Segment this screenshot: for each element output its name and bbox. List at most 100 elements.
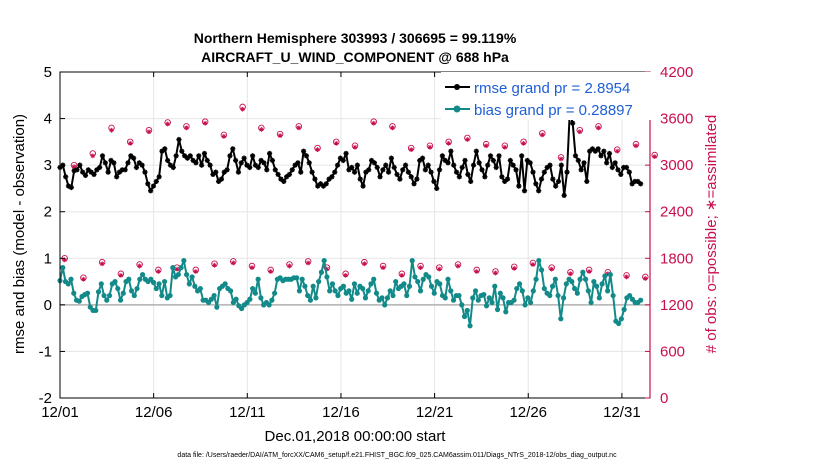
bias-point — [558, 316, 564, 322]
obs-assimilated-point — [127, 141, 133, 146]
bias-point — [514, 285, 520, 292]
obs-assimilated-point — [71, 164, 77, 170]
bias-point — [497, 290, 503, 296]
obs-assimilated-point — [118, 272, 124, 278]
rmse-point — [470, 162, 477, 168]
rmse-point — [397, 176, 403, 182]
bias-point — [431, 290, 437, 296]
bias-point — [486, 295, 492, 301]
rmse-point — [179, 148, 185, 154]
rmse-point — [570, 120, 576, 126]
bias-point — [84, 290, 91, 296]
bias-point — [412, 274, 418, 280]
obs-assimilated-point — [502, 144, 508, 150]
rmse-point — [595, 146, 601, 152]
rmse-point — [490, 157, 496, 164]
bias-point — [519, 288, 525, 294]
rmse-point — [425, 162, 431, 168]
axis-ticks: 12/01 12/06 12/11 12/16 12/21 12/26 12/31 -2 -1 0… — [39, 64, 694, 421]
rmse-point — [400, 167, 406, 173]
bias-point — [302, 283, 308, 289]
obs-assimilated-point — [315, 147, 320, 153]
bias-point — [574, 290, 580, 296]
rmse-point — [241, 155, 247, 161]
bias-point — [294, 275, 300, 281]
bias-point — [390, 292, 396, 299]
bias-point — [616, 320, 622, 327]
rmse-point — [473, 148, 479, 154]
y-tick-label-left: 1 — [44, 250, 52, 267]
rmse-point — [388, 155, 394, 161]
bias-point — [445, 276, 451, 282]
obs-assimilated-point — [539, 132, 545, 138]
x-axis-label: Dec.01,2018 00:00:00 start — [265, 428, 447, 445]
rmse-point — [187, 153, 193, 159]
y-tick-label-left: 3 — [44, 157, 52, 174]
rmse-point — [575, 157, 581, 164]
rmse-point — [111, 160, 117, 166]
bias-point — [450, 297, 457, 303]
legend-rmse-label: rmse grand pr = 2.8954 — [474, 80, 630, 97]
obs-assimilated-point — [81, 276, 86, 282]
rmse-point — [507, 157, 513, 164]
bias-point — [404, 292, 410, 299]
bias-point — [516, 281, 523, 287]
rmse-point — [148, 188, 154, 194]
rmse-point — [629, 181, 635, 187]
y-tick-label-left: 4 — [44, 111, 52, 128]
bias-point — [106, 292, 113, 299]
rmse-point — [193, 160, 199, 166]
rmse-point — [207, 162, 213, 168]
rmse-point — [77, 162, 83, 168]
obs-count-layer — [61, 103, 658, 282]
bias-point — [101, 292, 107, 299]
rmse-point — [317, 181, 324, 187]
rmse-point — [105, 169, 111, 175]
bias-point — [621, 306, 627, 313]
bias-point — [104, 297, 110, 303]
bias-point — [483, 303, 490, 309]
rmse-point — [114, 174, 120, 180]
bias-point — [296, 288, 303, 294]
rmse-point — [269, 157, 276, 164]
rmse-point — [459, 164, 465, 171]
bias-point — [417, 288, 424, 294]
obs-assimilated-point — [464, 137, 470, 142]
rmse-point — [587, 148, 593, 154]
rmse-point — [184, 155, 191, 161]
rmse-point — [71, 168, 77, 174]
y-tick-label-left: -2 — [39, 390, 52, 407]
rmse-point — [589, 146, 596, 152]
bias-point — [313, 295, 319, 301]
rmse-point — [261, 160, 267, 166]
rmse-point — [218, 176, 225, 182]
y-tick-label-left: 2 — [44, 204, 52, 221]
bias-point — [379, 295, 385, 301]
bias-point — [60, 265, 66, 271]
y-axis-label-right: # of obs: o=possible; ∗=assimilated — [703, 115, 720, 354]
obs-assimilated-point — [249, 265, 255, 270]
obs-assimilated-point — [642, 276, 648, 281]
rmse-point — [564, 169, 570, 175]
rmse-point — [544, 164, 550, 171]
bias-point — [159, 292, 165, 299]
rmse-point — [150, 183, 157, 189]
obs-assimilated-point — [483, 143, 489, 149]
bias-point — [481, 292, 487, 298]
y-axis-label-left: rmse and bias (model - observation) — [11, 114, 28, 354]
bias-point — [332, 288, 338, 294]
rmse-point — [312, 176, 318, 182]
bias-point — [577, 276, 583, 282]
bias-point — [594, 283, 600, 289]
bias-point — [365, 288, 371, 294]
rmse-point — [499, 174, 505, 180]
bias-point — [324, 274, 330, 280]
bias-point — [373, 290, 380, 296]
bias-point — [307, 297, 314, 303]
bias-point — [255, 276, 261, 282]
y-tick-label-right: 4200 — [660, 64, 693, 81]
rmse-point — [377, 174, 383, 180]
rmse-point — [298, 169, 304, 175]
bias-point — [588, 299, 594, 306]
rmse-point — [337, 155, 344, 161]
